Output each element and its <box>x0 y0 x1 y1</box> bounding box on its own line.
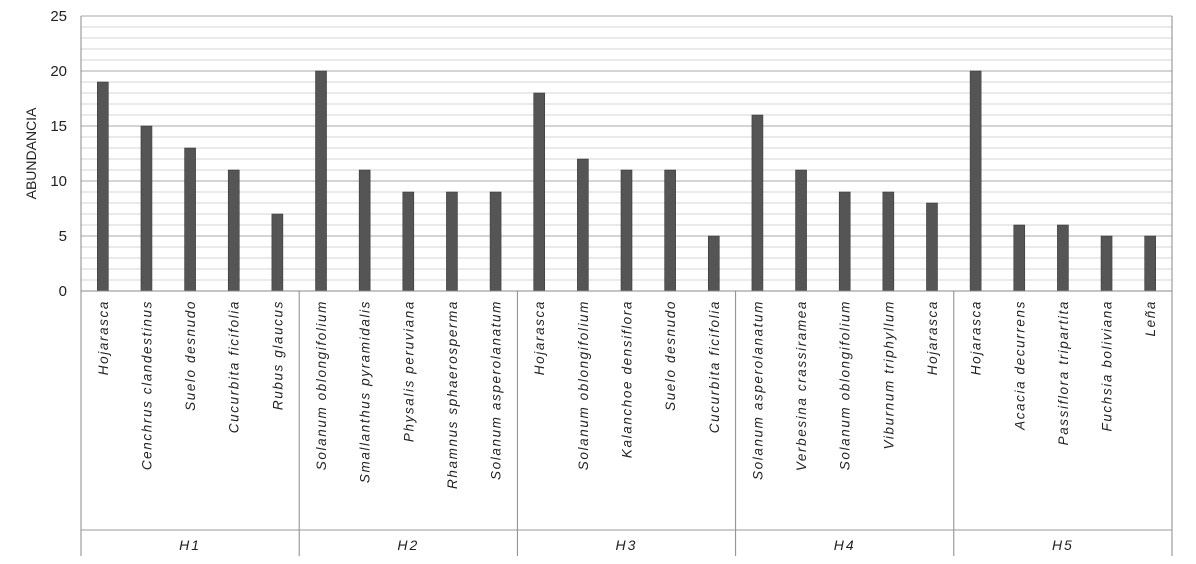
bar <box>882 191 895 292</box>
category-label: Solanum asperolanatum <box>750 300 765 480</box>
bar <box>1144 235 1156 292</box>
bar <box>97 81 109 292</box>
y-tick-label: 5 <box>59 228 67 245</box>
category-label: Hojarasca <box>96 300 111 375</box>
category-label: Solanum oblongifolium <box>838 300 853 470</box>
bar <box>969 70 982 292</box>
category-label: Leña <box>1143 300 1158 336</box>
bar <box>227 169 240 292</box>
category-label: Hojarasca <box>532 300 547 375</box>
group-label: H2 <box>397 537 419 553</box>
gridlines <box>81 15 1172 281</box>
bar <box>707 235 720 292</box>
category-label: Suelo desnudo <box>183 300 198 411</box>
y-tick-labels: 0 5 10 15 20 25 <box>50 8 67 300</box>
axes <box>80 16 1173 556</box>
y-tick-label: 10 <box>50 173 67 190</box>
y-axis-title: ABUNDANCIA <box>23 107 39 199</box>
category-label: Acacia decurrens <box>1012 300 1027 431</box>
bar <box>358 169 371 292</box>
category-label: Rhamnus sphaerosperma <box>445 300 460 489</box>
y-tick-label: 0 <box>59 283 67 300</box>
y-tick-label: 20 <box>50 63 67 80</box>
category-label: Viburnum triphyllum <box>881 300 896 449</box>
category-label: Kalanchoe densiflora <box>620 300 635 458</box>
bar <box>446 191 458 292</box>
bar <box>1013 224 1026 292</box>
category-label: Verbesina crassiramea <box>794 300 809 471</box>
bar <box>140 125 153 292</box>
category-label: Smallanthus pyramidalis <box>358 300 373 483</box>
category-label: Physalis peruviana <box>401 300 416 442</box>
bar <box>1057 224 1069 292</box>
category-label: Cenchrus clandestinus <box>139 300 154 470</box>
bar <box>184 147 196 292</box>
bar <box>271 213 284 292</box>
category-label: Solanum oblongifolium <box>314 300 329 470</box>
category-label: Fuchsia boliviana <box>1100 300 1115 432</box>
group-label: H4 <box>834 537 856 553</box>
bar <box>751 114 764 292</box>
bar <box>926 202 938 292</box>
bar <box>489 191 502 292</box>
bar <box>533 92 546 292</box>
category-label: Suelo desnudo <box>663 300 678 411</box>
category-label: Rubus glaucus <box>270 300 285 410</box>
group-labels: H1 H2 H3 H4 H5 <box>179 537 1074 553</box>
category-label: Cucurbita ficifolia <box>227 300 242 433</box>
bar <box>1100 235 1113 292</box>
category-label: Cucurbita ficifolia <box>707 300 722 433</box>
category-label: Hojarasca <box>969 300 984 375</box>
y-tick-label: 25 <box>50 8 67 25</box>
bar <box>838 191 851 292</box>
category-labels: Hojarasca Cenchrus clandestinus Suelo desn… <box>96 300 1158 489</box>
bars <box>97 70 1156 292</box>
category-label: Solanum asperolanatum <box>489 300 504 480</box>
group-label: H1 <box>179 537 201 553</box>
y-tick-label: 15 <box>50 118 67 135</box>
group-label: H3 <box>616 537 638 553</box>
bar <box>795 169 807 292</box>
category-label: Solanum oblongifolium <box>576 300 591 470</box>
bar <box>402 191 415 292</box>
bar <box>577 158 589 292</box>
bar <box>620 169 633 292</box>
bar <box>315 70 327 292</box>
group-label: H5 <box>1052 537 1074 553</box>
category-label: Passiflora tripartita <box>1056 300 1071 445</box>
category-label: Hojarasca <box>925 300 940 375</box>
bar <box>664 169 676 292</box>
